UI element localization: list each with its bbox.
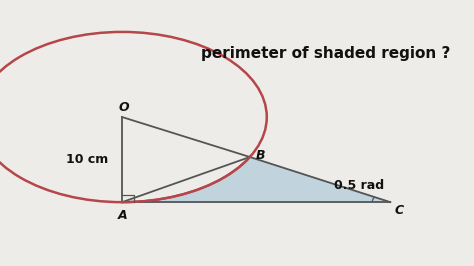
Text: A: A [118, 209, 128, 222]
Text: O: O [119, 101, 130, 114]
Text: B: B [255, 149, 265, 162]
Text: 10 cm: 10 cm [66, 153, 109, 166]
Text: 0.5 rad: 0.5 rad [334, 178, 384, 192]
Text: C: C [395, 204, 404, 217]
Text: perimeter of shaded region ?: perimeter of shaded region ? [201, 46, 450, 61]
Polygon shape [122, 157, 391, 202]
